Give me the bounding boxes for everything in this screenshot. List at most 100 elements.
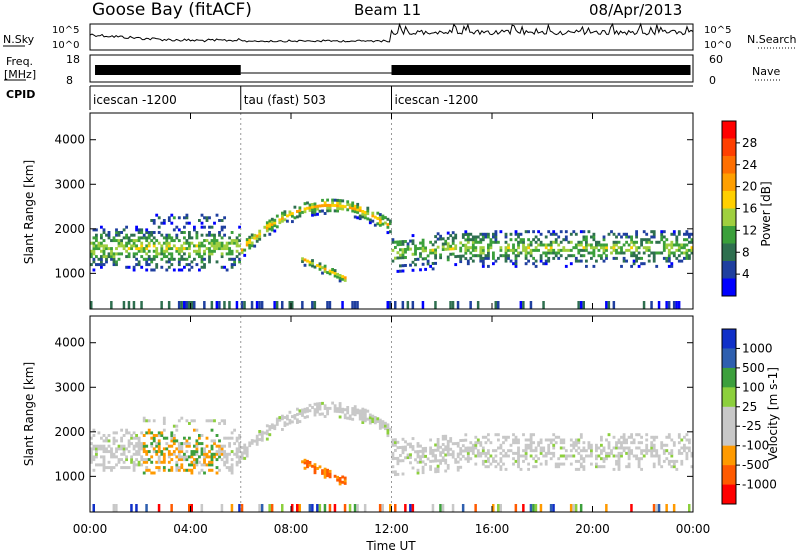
data-cell <box>145 239 149 243</box>
data-cell <box>600 443 603 447</box>
data-cell <box>655 454 659 458</box>
data-cell <box>281 219 284 223</box>
data-cell <box>223 301 226 309</box>
data-cell <box>313 471 317 475</box>
data-cell <box>323 270 327 273</box>
data-cell <box>474 254 478 258</box>
data-cell <box>95 263 98 267</box>
data-cell <box>188 268 191 272</box>
data-cell <box>308 260 312 264</box>
data-cell <box>650 449 654 453</box>
data-cell <box>286 219 289 223</box>
data-cell <box>650 230 654 234</box>
data-cell <box>414 249 417 253</box>
data-cell <box>582 467 586 471</box>
data-cell <box>198 436 201 440</box>
data-cell <box>492 262 495 266</box>
data-cell <box>652 449 656 453</box>
data-cell <box>142 471 146 475</box>
data-cell <box>504 256 508 260</box>
data-cell <box>203 471 206 475</box>
data-cell <box>195 249 199 253</box>
data-cell <box>672 254 676 258</box>
data-cell <box>293 205 297 209</box>
data-cell <box>449 247 453 251</box>
data-cell <box>590 235 593 239</box>
data-cell <box>145 244 149 248</box>
data-cell <box>595 243 598 247</box>
data-cell <box>230 468 234 472</box>
data-cell <box>426 259 430 263</box>
data-cell <box>401 248 405 252</box>
data-cell <box>223 450 227 454</box>
data-cell <box>356 504 359 512</box>
data-cell <box>605 438 608 442</box>
data-cell <box>617 240 621 244</box>
data-cell <box>481 449 485 453</box>
data-cell <box>667 243 671 247</box>
data-cell <box>492 254 495 258</box>
freq-band-0 <box>95 65 241 75</box>
data-cell <box>120 436 124 440</box>
data-cell <box>677 301 681 309</box>
data-cell <box>552 256 556 260</box>
data-cell <box>489 238 493 242</box>
data-cell <box>122 450 126 454</box>
data-cell <box>208 463 211 467</box>
data-cell <box>150 239 154 243</box>
data-cell <box>215 260 219 264</box>
data-cell <box>539 441 543 445</box>
data-cell <box>291 220 294 224</box>
data-cell <box>346 416 350 420</box>
data-cell <box>419 252 422 256</box>
data-cell <box>670 451 674 455</box>
data-cell <box>569 443 573 447</box>
data-cell <box>373 223 377 227</box>
data-cell <box>667 256 671 260</box>
data-cell <box>602 251 606 255</box>
data-cell <box>409 461 412 465</box>
data-cell <box>449 437 453 441</box>
data-cell <box>564 457 568 461</box>
data-cell <box>421 455 425 459</box>
data-cell <box>198 471 201 475</box>
data-cell <box>198 460 201 464</box>
data-cell <box>481 264 485 268</box>
nave-axis-bottom: 0 <box>709 74 716 87</box>
data-cell <box>351 301 354 309</box>
data-cell <box>223 233 227 237</box>
data-cell <box>640 256 644 260</box>
data-cell <box>193 428 196 432</box>
data-cell <box>600 254 603 258</box>
data-cell <box>155 249 159 253</box>
data-cell <box>213 236 216 240</box>
data-cell <box>97 263 101 267</box>
data-cell <box>446 258 450 262</box>
data-cell <box>132 252 136 256</box>
data-cell <box>394 256 397 260</box>
power-ylabel: Slant Range [km] <box>22 160 36 264</box>
data-cell <box>333 198 337 202</box>
data-cell <box>585 235 588 239</box>
data-cell <box>97 244 101 248</box>
data-cell <box>517 465 520 469</box>
data-cell <box>112 239 116 243</box>
data-cell <box>384 221 387 225</box>
data-cell <box>590 246 593 250</box>
colorbar-swatch <box>722 329 736 349</box>
data-cell <box>371 214 375 218</box>
data-cell <box>464 438 468 442</box>
data-cell <box>102 263 106 267</box>
data-cell <box>677 435 681 439</box>
data-cell <box>688 256 691 260</box>
data-cell <box>625 240 629 244</box>
data-cell <box>662 459 666 463</box>
data-cell <box>361 210 365 213</box>
data-cell <box>436 245 440 249</box>
data-cell <box>117 252 121 256</box>
data-cell <box>260 301 264 309</box>
data-cell <box>321 204 324 208</box>
data-cell <box>434 240 438 244</box>
data-cell <box>147 255 151 259</box>
data-cell <box>97 257 101 261</box>
